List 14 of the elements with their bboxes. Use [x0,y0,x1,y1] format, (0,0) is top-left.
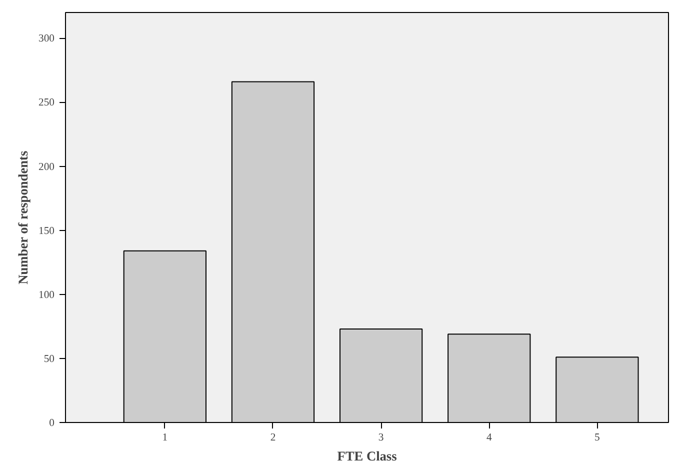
y-axis-title: Number of respondents [16,150,31,284]
y-tick-label: 150 [38,226,54,237]
x-tick-label: 4 [486,432,492,444]
y-tick-label: 300 [38,34,54,45]
y-tick-label: 200 [38,162,54,173]
x-tick-label: 3 [378,432,384,444]
y-tick-label: 250 [38,98,54,109]
y-tick-label: 50 [44,354,54,365]
y-tick-label: 100 [38,290,54,301]
x-axis-title: FTE Class [337,448,397,464]
x-tick-label: 5 [594,432,600,444]
y-tick-label: 0 [49,418,54,429]
x-tick-label: 1 [162,432,168,444]
x-tick-label: 2 [270,432,276,444]
